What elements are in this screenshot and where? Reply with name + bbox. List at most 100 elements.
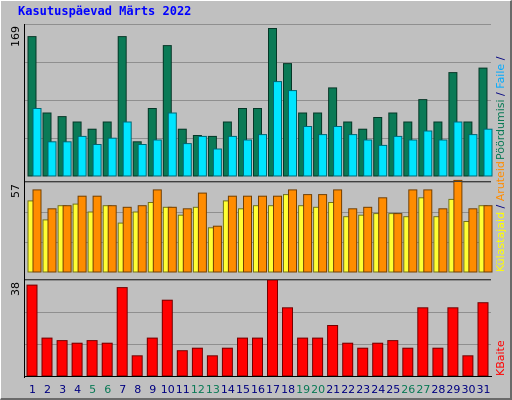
bar-faile-day-17 xyxy=(273,81,282,177)
x-tick-label: 1 xyxy=(29,383,36,396)
bar-aruteid-day-6 xyxy=(107,205,117,273)
bar-kbaite-day-31 xyxy=(477,302,489,377)
bar-aruteid-day-20 xyxy=(318,194,328,273)
bar-faile-day-27 xyxy=(423,130,433,177)
bar-faile-day-6 xyxy=(107,137,117,177)
bar-pöördumisi-day-10 xyxy=(162,45,172,177)
x-tick-label: 10 xyxy=(161,383,175,396)
bar-faile-day-22 xyxy=(348,134,358,177)
bar-aruteid-day-28 xyxy=(438,208,448,273)
bar-faile-day-14 xyxy=(227,135,237,177)
x-tick-label: 11 xyxy=(176,383,190,396)
bar-faile-day-3 xyxy=(62,141,72,177)
bar-aruteid-day-15 xyxy=(243,195,252,273)
bar-aruteid-day-10 xyxy=(167,206,177,273)
bar-aruteid-day-30 xyxy=(468,208,478,273)
x-tick-label: 2 xyxy=(44,383,51,396)
bar-aruteid-day-7 xyxy=(122,206,132,273)
bar-aruteid-day-4 xyxy=(77,195,87,273)
x-tick-label: 23 xyxy=(356,383,370,396)
bar-aruteid-day-14 xyxy=(227,195,237,273)
bar-aruteid-day-13 xyxy=(212,225,222,273)
bar-faile-day-20 xyxy=(318,134,328,177)
bar-faile-day-11 xyxy=(182,143,192,177)
x-tick-label: 16 xyxy=(251,383,265,396)
bar-aruteid-day-1 xyxy=(32,189,42,273)
x-tick-label: 24 xyxy=(371,383,385,396)
bar-kbaite-day-30 xyxy=(462,355,474,377)
bar-faile-day-23 xyxy=(363,139,373,177)
bar-faile-day-31 xyxy=(483,128,493,177)
bar-faile-day-30 xyxy=(468,134,478,177)
y-max-label-middle: 57 xyxy=(9,184,22,198)
chart-title: Kasutuspäevad Märts 2022 xyxy=(18,4,192,18)
legend-entry: Faile xyxy=(494,64,507,89)
bar-faile-day-24 xyxy=(378,144,388,177)
legend-entry: Külastajaid xyxy=(494,212,507,272)
bar-kbaite-day-17 xyxy=(267,279,278,377)
bar-kbaite-day-24 xyxy=(372,342,384,377)
legend-entry: / xyxy=(494,56,507,63)
bar-aruteid-day-22 xyxy=(348,208,358,273)
bar-kbaite-day-4 xyxy=(71,342,83,377)
x-tick-label: 5 xyxy=(89,383,96,396)
bar-aruteid-day-9 xyxy=(152,189,162,273)
legend-right-middle: Külastajaid / Aruteid xyxy=(494,161,507,272)
bar-kbaite-day-7 xyxy=(116,287,128,377)
x-tick-label: 7 xyxy=(119,383,126,396)
bar-kbaite-day-11 xyxy=(176,350,188,377)
bar-faile-day-7 xyxy=(122,121,132,177)
x-tick-label: 12 xyxy=(191,383,205,396)
legend-entry: KBaite xyxy=(494,340,507,376)
bar-faile-day-5 xyxy=(92,144,102,177)
bar-kbaite-day-26 xyxy=(402,347,414,377)
bar-faile-day-28 xyxy=(438,139,448,177)
bar-kbaite-day-14 xyxy=(221,347,233,377)
bar-kbaite-day-20 xyxy=(312,337,324,377)
bar-kbaite-day-13 xyxy=(206,355,218,377)
bar-pöördumisi-day-31 xyxy=(478,67,488,177)
x-tick-label: 8 xyxy=(134,383,141,396)
y-max-label-top: 169 xyxy=(9,26,22,47)
bar-faile-day-13 xyxy=(212,148,222,177)
bar-kbaite-day-19 xyxy=(297,337,309,377)
bar-aruteid-day-19 xyxy=(303,194,313,273)
bar-faile-day-29 xyxy=(453,121,463,177)
legend-entry: / xyxy=(494,201,507,212)
bar-faile-day-12 xyxy=(197,135,207,177)
x-tick-label: 17 xyxy=(266,383,280,396)
bar-aruteid-day-31 xyxy=(483,205,493,273)
bar-aruteid-day-8 xyxy=(137,205,147,273)
bar-aruteid-day-18 xyxy=(288,189,297,273)
x-tick-label: 25 xyxy=(386,383,400,396)
x-tick-label: 29 xyxy=(446,383,460,396)
bar-aruteid-day-3 xyxy=(62,205,72,273)
legend-entry: Pöördumisi xyxy=(494,99,507,160)
bar-kbaite-day-28 xyxy=(432,347,444,377)
bar-kbaite-day-8 xyxy=(131,355,143,377)
bar-pöördumisi-day-1 xyxy=(27,36,37,177)
legend-entry: / xyxy=(494,89,507,100)
x-tick-label: 19 xyxy=(296,383,310,396)
bar-faile-day-26 xyxy=(408,139,418,177)
bar-kbaite-day-18 xyxy=(282,307,293,377)
bar-aruteid-day-27 xyxy=(423,189,433,273)
bar-kbaite-day-1 xyxy=(26,284,38,377)
bar-kbaite-day-6 xyxy=(101,342,113,377)
bar-kbaite-day-22 xyxy=(342,342,354,377)
x-tick-label: 21 xyxy=(326,383,340,396)
x-tick-label: 22 xyxy=(341,383,355,396)
bar-aruteid-day-17 xyxy=(273,195,282,273)
bar-pöördumisi-day-7 xyxy=(117,36,127,177)
bar-kbaite-day-3 xyxy=(56,340,68,377)
bar-kbaite-day-29 xyxy=(447,307,459,377)
legend-right-top: Pöördumisi / Faile / xyxy=(494,56,507,160)
bar-aruteid-day-16 xyxy=(258,195,267,273)
bar-kbaite-day-16 xyxy=(252,337,263,377)
bar-faile-day-19 xyxy=(303,126,313,177)
x-tick-label: 14 xyxy=(221,383,235,396)
bar-aruteid-day-21 xyxy=(333,189,343,273)
x-tick-label: 15 xyxy=(236,383,250,396)
bar-faile-day-21 xyxy=(333,126,343,177)
